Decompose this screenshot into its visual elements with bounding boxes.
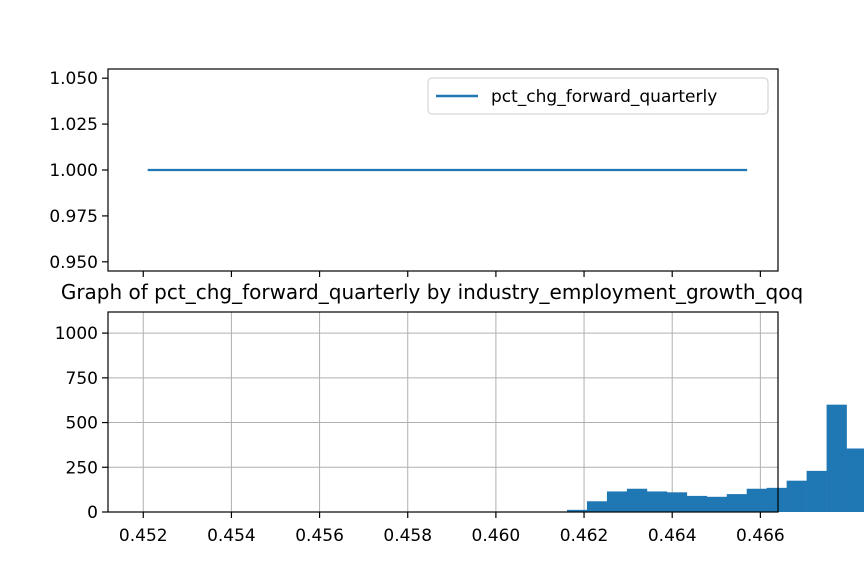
histogram-bar: [766, 487, 787, 512]
bottom-xtick-label: 0.464: [648, 526, 697, 546]
top-ytick-label: 1.025: [49, 115, 98, 135]
bottom-xtick-label: 0.460: [472, 526, 521, 546]
bottom-ytick-label: 1000: [55, 324, 98, 344]
top-ytick-label: 0.975: [49, 207, 98, 227]
legend-label: pct_chg_forward_quarterly: [491, 87, 717, 107]
histogram-bar: [566, 509, 588, 512]
histogram-bar: [666, 492, 688, 512]
histogram-bars: [566, 404, 864, 512]
bottom-ytick-label: 500: [66, 414, 98, 434]
histogram-bar: [626, 488, 648, 512]
histogram-bar: [606, 491, 628, 512]
chart-title: Graph of pct_chg_forward_quarterly by in…: [61, 280, 803, 304]
histogram-bar: [706, 496, 728, 512]
histogram-bar: [726, 494, 748, 512]
histogram-bar: [586, 501, 608, 512]
bottom-xtick-label: 0.462: [560, 526, 609, 546]
bottom-ytick-label: 0: [87, 503, 98, 523]
legend: pct_chg_forward_quarterly: [427, 77, 769, 115]
bottom-ytick-label: 750: [66, 369, 98, 389]
top-plot-frame: [107, 68, 779, 272]
histogram-bar: [786, 480, 807, 512]
bottom-axis-ticks: 0.452 0.454 0.456 0.458 0.460 0.462 0.464 0.466…: [55, 324, 785, 546]
bottom-histogram-chart: 0.452 0.454 0.456 0.458 0.460 0.462 0.464 0.466…: [55, 311, 864, 546]
bottom-xtick-label: 0.458: [383, 526, 432, 546]
bottom-xtick-label: 0.452: [119, 526, 168, 546]
top-ytick-label: 1.000: [49, 161, 98, 181]
histogram-bar: [746, 488, 767, 512]
bottom-xtick-label: 0.454: [207, 526, 256, 546]
top-ytick-label: 1.050: [49, 69, 98, 89]
bottom-ytick-label: 250: [66, 458, 98, 478]
top-axis-ticks: 0.950 0.975 1.000 1.025 1.050: [49, 69, 761, 277]
bottom-xtick-label: 0.456: [295, 526, 344, 546]
histogram-bar: [806, 470, 827, 512]
histogram-bar: [846, 448, 864, 512]
histogram-bar: [686, 495, 708, 512]
top-line-chart: 0.950 0.975 1.000 1.025 1.050 pct_chg_forwar…: [49, 68, 779, 277]
bottom-plot-frame: [107, 311, 779, 513]
top-ytick-label: 0.950: [49, 253, 98, 273]
histogram-bar: [826, 404, 847, 512]
bottom-xtick-label: 0.466: [736, 526, 785, 546]
histogram-bar: [646, 491, 668, 512]
legend-box: [427, 77, 769, 115]
